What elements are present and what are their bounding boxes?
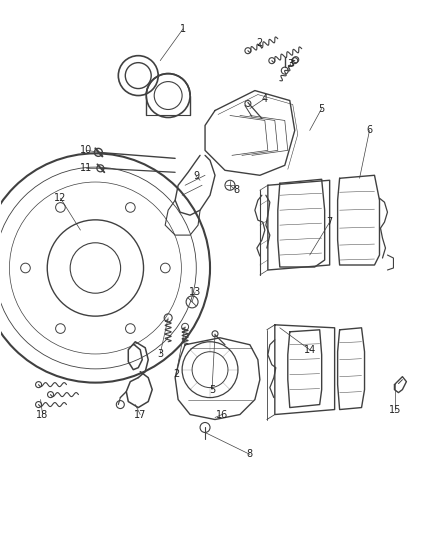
Text: 6: 6 (367, 125, 373, 135)
Text: 16: 16 (216, 409, 228, 419)
Text: 15: 15 (389, 405, 402, 415)
Text: 10: 10 (80, 146, 92, 155)
Text: 12: 12 (54, 193, 67, 203)
Text: 5: 5 (318, 103, 325, 114)
Text: 8: 8 (233, 185, 239, 195)
Text: 17: 17 (134, 409, 146, 419)
Text: 14: 14 (304, 345, 316, 355)
Text: 2: 2 (257, 38, 263, 48)
Text: 8: 8 (247, 449, 253, 459)
Text: 5: 5 (209, 385, 215, 394)
Text: 18: 18 (36, 409, 49, 419)
Text: 11: 11 (80, 163, 92, 173)
Text: 1: 1 (180, 24, 186, 34)
Text: 3: 3 (288, 59, 294, 69)
Text: 4: 4 (262, 93, 268, 103)
Text: 7: 7 (326, 217, 333, 227)
Text: 9: 9 (193, 171, 199, 181)
Text: 2: 2 (173, 369, 179, 378)
Text: 3: 3 (157, 349, 163, 359)
Text: 13: 13 (189, 287, 201, 297)
